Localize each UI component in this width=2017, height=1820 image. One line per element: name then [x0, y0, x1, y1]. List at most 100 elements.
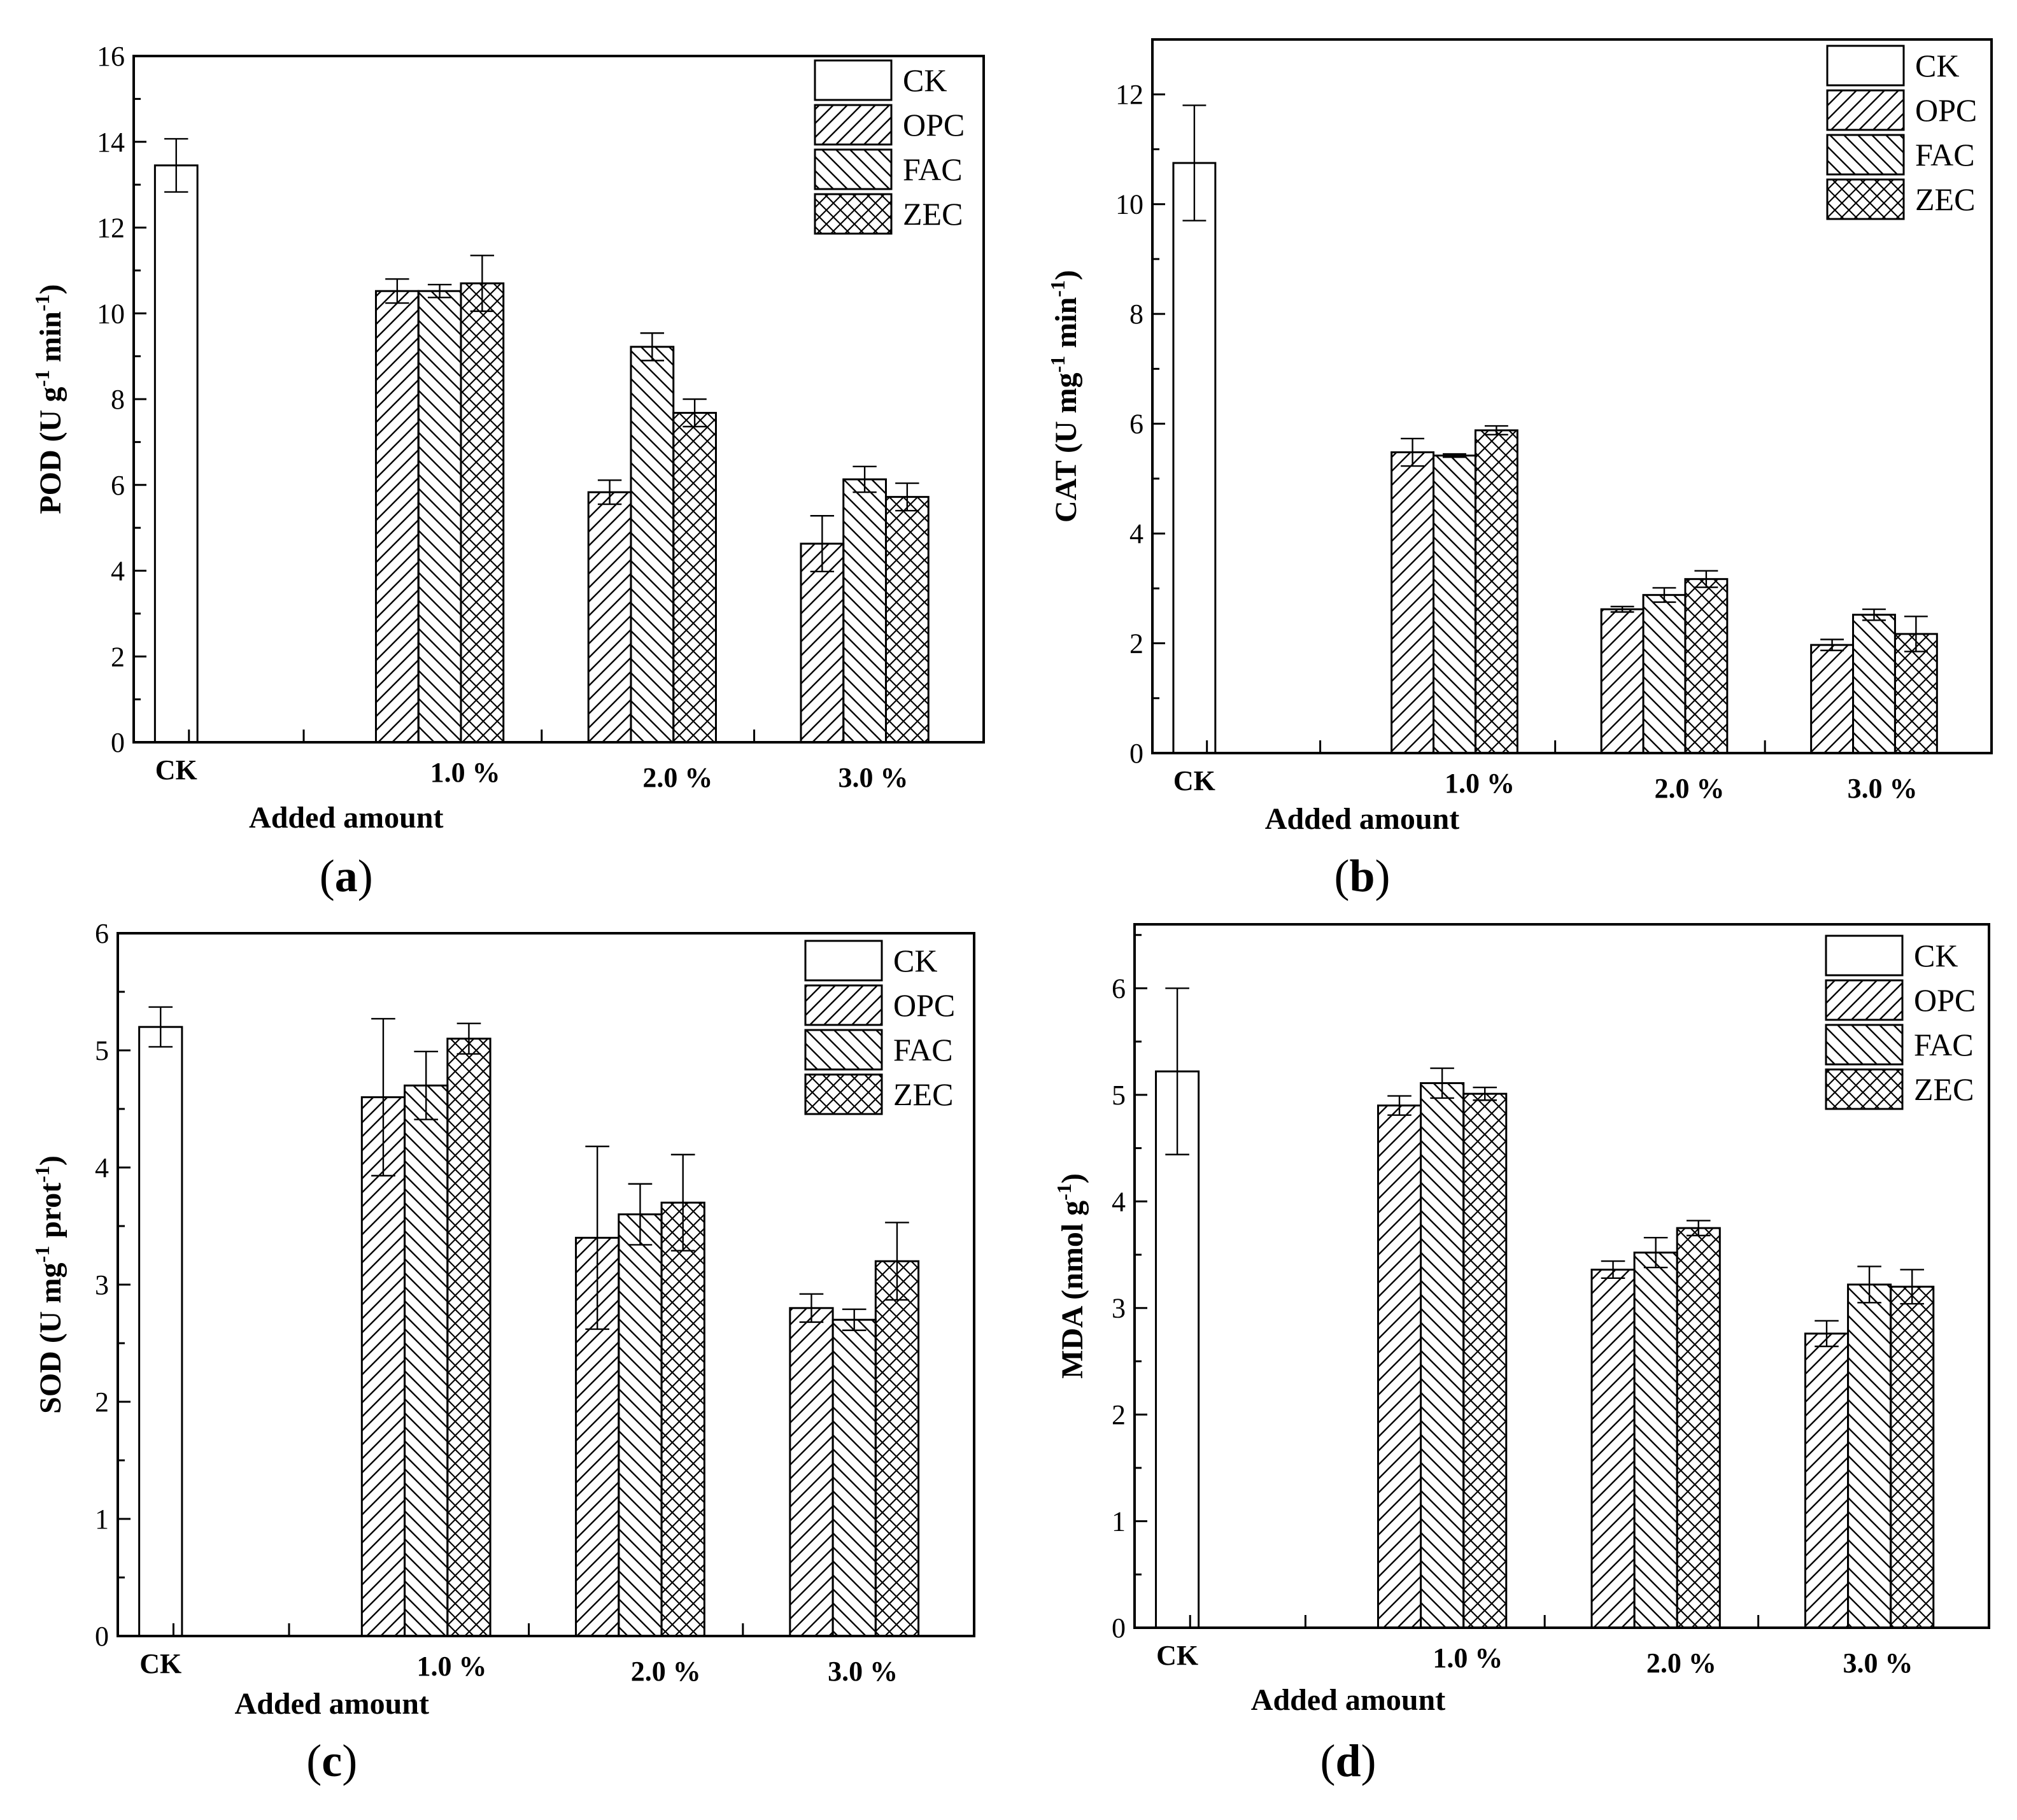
y-tick-label: 10: [97, 298, 125, 329]
y-tick-label: 0: [1129, 738, 1143, 769]
legend-label-zec: ZEC: [1914, 1071, 1974, 1107]
legend-swatch-ck: [1826, 45, 1905, 87]
panel-tag: (a): [320, 850, 373, 901]
error-bar-opc-3: [1820, 638, 1844, 651]
bar-opc-1: [374, 290, 420, 744]
x-axis-title: Added amount: [1265, 802, 1459, 836]
bar-fac-2: [630, 346, 675, 744]
error-bar-opc-1: [1387, 1095, 1412, 1116]
y-tick-label: 1: [1112, 1506, 1126, 1537]
legend-swatch-opc: [804, 984, 883, 1026]
legend-swatch-zec: [1826, 178, 1905, 220]
legend-swatch-ck: [804, 940, 883, 982]
category-label-0: CK: [1156, 1640, 1198, 1671]
error-bar-zec-2: [670, 1153, 695, 1252]
panel-tag: (b): [1334, 850, 1390, 901]
legend-label-opc: OPC: [1915, 92, 1977, 128]
y-tick-label: 2: [1129, 628, 1143, 660]
y-tick-label: 6: [1112, 973, 1126, 1004]
bar-fac-2: [1642, 594, 1687, 754]
bar-zec-3: [884, 496, 930, 744]
legend-swatch-opc: [1826, 89, 1905, 131]
error-bar-ck-0: [1165, 987, 1189, 1155]
bar-zec-1: [446, 1038, 492, 1637]
legend: CK OPC FAC ZEC: [1826, 45, 1977, 220]
category-label-2: 2.0 %: [631, 1656, 701, 1687]
bar-fac-2: [1633, 1252, 1678, 1629]
panel-tag: (d): [1320, 1735, 1376, 1786]
bar-fac-1: [404, 1084, 449, 1637]
y-tick-label: 0: [1112, 1612, 1126, 1644]
legend-swatch-zec: [814, 193, 893, 235]
bar-fac-2: [618, 1213, 663, 1637]
bar-zec-3: [1890, 1285, 1935, 1629]
bar-zec-1: [1474, 429, 1518, 754]
bar-ck-0: [153, 164, 199, 744]
bar-opc-2: [1600, 608, 1645, 754]
bar-fac-3: [842, 478, 887, 744]
legend-swatch-zec: [804, 1073, 883, 1115]
bar-fac-1: [1433, 455, 1476, 754]
legend-swatch-fac: [1825, 1024, 1904, 1066]
legend-label-ck: CK: [1915, 48, 1959, 83]
y-tick-label: 8: [1129, 299, 1143, 330]
y-tick-label: 6: [1129, 409, 1143, 440]
y-tick-label: 4: [111, 556, 125, 587]
legend: CK OPC FAC ZEC: [1825, 935, 1976, 1110]
category-label-2: 2.0 %: [642, 762, 712, 793]
plot-frame: [1151, 38, 1993, 754]
error-bar-zec-2: [683, 398, 707, 428]
y-tick-label: 6: [95, 918, 109, 949]
legend-swatch-fac: [814, 148, 893, 190]
bar-opc-2: [587, 491, 632, 744]
error-bar-zec-3: [1904, 616, 1928, 653]
y-axis-title: POD (U g-1 min-1): [31, 284, 67, 514]
y-tick-label: 16: [97, 41, 125, 72]
legend-label-fac: FAC: [893, 1032, 953, 1068]
bar-zec-2: [660, 1201, 705, 1637]
error-bar-opc-2: [1610, 605, 1634, 613]
bar-opc-3: [789, 1307, 834, 1637]
bar-zec-1: [460, 282, 505, 744]
error-bar-ck-0: [148, 1006, 173, 1048]
bar-ck-0: [138, 1026, 183, 1637]
chart-panel-c: 0 1 2 3 4 5 6 CK 1.0 % 2.0 % 3.0 % Added amount SOD …: [31, 918, 975, 1786]
error-bar-fac-2: [628, 1183, 653, 1246]
error-bar-zec-3: [885, 1222, 909, 1301]
error-bar-zec-3: [1900, 1269, 1925, 1305]
legend-label-fac: FAC: [1915, 137, 1975, 173]
legend-label-opc: OPC: [903, 107, 965, 143]
bar-fac-3: [1847, 1283, 1892, 1629]
error-bar-opc-3: [1815, 1320, 1839, 1348]
y-tick-label: 1: [95, 1504, 109, 1535]
y-tick-label: 5: [1112, 1080, 1126, 1111]
category-label-3: 3.0 %: [838, 762, 908, 793]
legend-swatch-fac: [804, 1029, 883, 1071]
chart-panel-d: 0 1 2 3 4 5 6 CK 1.0 % 2.0 % 3.0 % Added amount MDA …: [1052, 923, 1990, 1786]
y-tick-label: 5: [95, 1035, 109, 1066]
x-axis-title: Added amount: [1251, 1683, 1445, 1717]
legend-label-zec: ZEC: [903, 196, 963, 232]
legend-swatch-opc: [1825, 979, 1904, 1021]
bar-fac-3: [832, 1318, 877, 1637]
bar-zec-2: [1684, 578, 1729, 754]
error-bar-ck-0: [164, 138, 188, 193]
legend-swatch-fac: [1826, 134, 1905, 176]
y-tick-label: 14: [97, 127, 125, 158]
legend-label-ck: CK: [1914, 938, 1958, 973]
category-label-3: 3.0 %: [1848, 773, 1918, 804]
error-bar-opc-1: [1401, 437, 1425, 467]
bar-ck-0: [1172, 162, 1217, 754]
y-axis-title: CAT (U mg-1 min-1): [1046, 270, 1083, 523]
error-bar-opc-3: [810, 515, 835, 573]
error-bar-fac-3: [853, 465, 877, 493]
y-tick-label: 2: [95, 1386, 109, 1418]
error-bar-opc-2: [597, 479, 622, 505]
legend-swatch-ck: [1825, 935, 1904, 977]
error-bar-fac-3: [1862, 608, 1886, 621]
category-label-3: 3.0 %: [1843, 1647, 1913, 1679]
bar-opc-1: [360, 1096, 406, 1637]
y-tick-label: 3: [95, 1269, 109, 1301]
category-label-2: 2.0 %: [1646, 1647, 1716, 1679]
